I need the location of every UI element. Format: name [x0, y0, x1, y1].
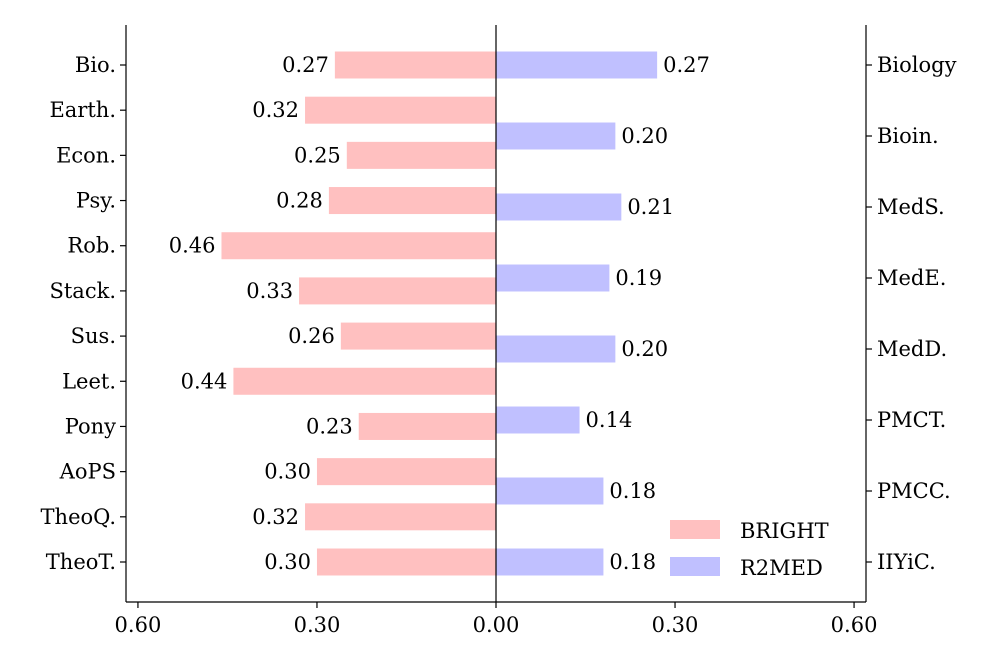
right-category-label-5: PMCT. [877, 408, 946, 432]
axes [120, 25, 872, 608]
right-category-label-2: MedS. [877, 195, 945, 219]
r2med-value-label-4: 0.20 [621, 337, 668, 361]
right-category-label-1: Bioin. [877, 124, 939, 148]
bright-value-label-0: 0.27 [282, 53, 329, 77]
x-tick-label-0: 0.60 [115, 613, 162, 637]
r2med-bar-0 [496, 51, 658, 79]
r2med-bars [496, 51, 658, 576]
legend-swatch-r2med [670, 557, 720, 576]
r2med-value-label-3: 0.19 [615, 266, 662, 290]
bright-bar-3 [328, 187, 496, 215]
left-category-label-11: TheoT. [46, 550, 116, 574]
r2med-value-label-7: 0.18 [609, 550, 656, 574]
bright-value-label-5: 0.33 [246, 279, 293, 303]
left-category-label-3: Psy. [76, 189, 116, 213]
x-tick-label-3: 0.30 [652, 613, 699, 637]
left-category-label-7: Leet. [62, 369, 116, 393]
legend-label-bright: BRIGHT [740, 519, 829, 543]
left-category-label-8: Pony [65, 414, 116, 438]
bright-bar-7 [233, 367, 496, 395]
r2med-bar-7 [496, 548, 604, 576]
r2med-value-label-1: 0.20 [621, 124, 668, 148]
bright-bar-6 [340, 322, 496, 350]
right-category-label-6: PMCC. [877, 479, 951, 503]
bright-value-label-9: 0.30 [264, 460, 311, 484]
right-category-label-3: MedE. [877, 266, 946, 290]
left-category-label-5: Stack. [49, 279, 116, 303]
left-category-label-6: Sus. [71, 324, 116, 348]
bright-bar-2 [346, 141, 496, 169]
tick-labels: 0.27 Bio. 0.32 Earth. 0.25 Econ. 0.28 Psy. 0.46 R… [41, 53, 957, 637]
x-tick-label-1: 0.30 [294, 613, 341, 637]
left-category-label-0: Bio. [75, 53, 116, 77]
bright-value-label-10: 0.32 [252, 505, 299, 529]
legend: BRIGHT R2MED [670, 519, 829, 580]
bright-bar-4 [221, 232, 496, 260]
x-tick-label-4: 0.60 [831, 613, 878, 637]
right-category-label-0: Biology [877, 53, 957, 77]
bright-bar-11 [316, 548, 496, 576]
left-category-label-9: AoPS [59, 460, 116, 484]
r2med-value-label-2: 0.21 [627, 195, 674, 219]
bright-value-label-2: 0.25 [294, 143, 341, 167]
bright-bar-8 [358, 412, 496, 440]
bright-value-label-6: 0.26 [288, 324, 335, 348]
bright-bar-1 [305, 96, 496, 124]
left-category-label-10: TheoQ. [41, 505, 116, 529]
r2med-bar-2 [496, 193, 622, 221]
r2med-value-label-5: 0.14 [586, 408, 633, 432]
r2med-bar-4 [496, 335, 616, 363]
legend-swatch-bright [670, 520, 720, 539]
bright-value-label-1: 0.32 [252, 98, 299, 122]
bright-value-label-4: 0.46 [169, 234, 216, 258]
r2med-bar-6 [496, 477, 604, 505]
bright-bar-10 [305, 503, 496, 531]
right-category-label-7: IIYiC. [877, 550, 936, 574]
x-tick-label-2: 0.00 [473, 613, 520, 637]
r2med-bar-1 [496, 122, 616, 150]
bright-bars [221, 51, 496, 576]
left-category-label-4: Rob. [67, 234, 116, 258]
r2med-value-label-0: 0.27 [663, 53, 710, 77]
bright-value-label-3: 0.28 [276, 189, 323, 213]
left-category-label-1: Earth. [49, 98, 116, 122]
right-category-label-4: MedD. [877, 337, 947, 361]
bright-bar-9 [316, 458, 496, 486]
r2med-value-label-6: 0.18 [609, 479, 656, 503]
bright-value-label-7: 0.44 [181, 369, 228, 393]
legend-label-r2med: R2MED [740, 556, 823, 580]
bright-bar-0 [334, 51, 496, 79]
bright-bar-5 [299, 277, 496, 305]
r2med-bar-3 [496, 264, 610, 292]
bright-value-label-8: 0.23 [306, 414, 353, 438]
left-category-label-2: Econ. [56, 143, 116, 167]
bright-value-label-11: 0.30 [264, 550, 311, 574]
r2med-bar-5 [496, 406, 580, 434]
